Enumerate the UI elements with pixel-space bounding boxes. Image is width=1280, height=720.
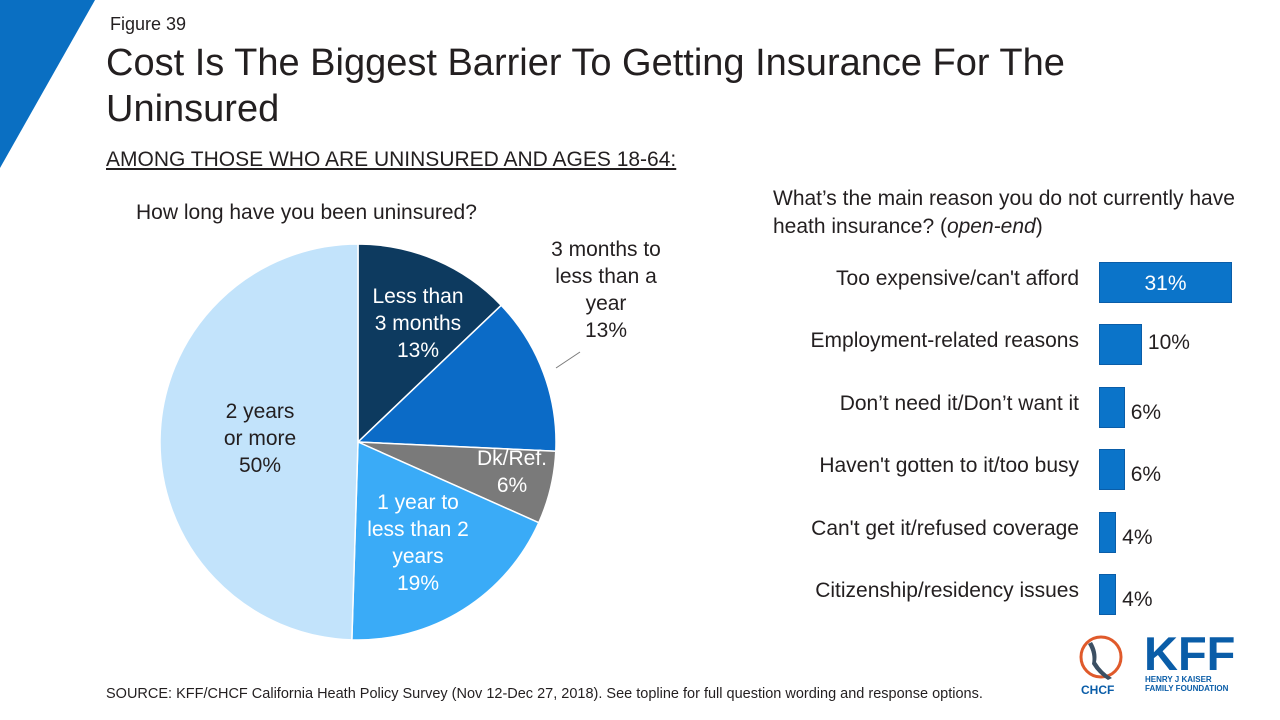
pie-slice-label-3: 1 year to less than 2 years 19% — [367, 491, 469, 595]
bar-chart-title-main: What’s the main reason you do not curren… — [773, 187, 1235, 238]
page-title: Cost Is The Biggest Barrier To Getting I… — [106, 42, 1065, 130]
pie-leader-line — [555, 351, 581, 369]
bar-value-label: 31% — [1144, 272, 1187, 295]
kff-sub-line-2: FAMILY FOUNDATION — [1145, 684, 1229, 693]
bar — [1099, 386, 1125, 428]
bar-value-label: 4% — [1122, 588, 1153, 611]
bar-category-label: Haven't gotten to it/too busy — [819, 454, 1079, 478]
bar-category-label: Citizenship/residency issues — [815, 579, 1079, 602]
source-note: SOURCE: KFF/CHCF California Heath Policy… — [106, 686, 983, 702]
bar-value-label: 6% — [1130, 463, 1162, 487]
pie-chart: Less than 3 months 13% 3 months to less than… — [159, 238, 661, 641]
pie-chart-title: How long have you been uninsured? — [136, 201, 477, 224]
chcf-logo — [1079, 635, 1123, 680]
bar-value-label: 10% — [1147, 331, 1190, 355]
pie-slice-1 — [356, 304, 557, 453]
pie-slice-label-2: Dk/Ref. 6% — [477, 447, 547, 497]
corner-accent — [0, 0, 95, 168]
bar-chart-title-italic: open-end — [946, 215, 1036, 238]
bar-category-label: Don’t need it/Don’t want it — [839, 391, 1079, 415]
pie-slice-label-1: 3 months to less than a year 13% — [551, 238, 661, 342]
pie-slice-3 — [351, 440, 540, 641]
bar-category-label: Too expensive/can't afford — [836, 267, 1079, 290]
bar — [1099, 262, 1232, 303]
bar-category-label: Employment-related reasons — [810, 329, 1079, 353]
kff-sub-line-1: HENRY J KAISER — [1145, 675, 1212, 684]
figure-label: Figure 39 — [110, 14, 187, 34]
pie-slice-4 — [159, 243, 359, 641]
bar-value-label: 6% — [1130, 400, 1162, 424]
bar-chart-title-end: ) — [1035, 215, 1043, 238]
bar-value-label: 4% — [1122, 525, 1153, 549]
kff-logo-text: KFF — [1144, 627, 1236, 680]
bar-category-label: Can't get it/refused coverage — [811, 516, 1079, 540]
subtitle: AMONG THOSE WHO ARE UNINSURED AND AGES 1… — [106, 148, 677, 171]
bar — [1099, 324, 1142, 366]
bar-chart-title: What’s the main reason you do not curren… — [773, 185, 1263, 241]
pie-slice-0 — [357, 243, 503, 444]
bar — [1099, 574, 1117, 615]
kff-logo-subtext: HENRY J KAISER FAMILY FOUNDATION — [1145, 675, 1228, 693]
bar — [1099, 511, 1117, 553]
pie-slice-label-0: Less than 3 months 13% — [372, 285, 463, 362]
chcf-logo-text: CHCF — [1081, 683, 1115, 697]
pie-slice-label-4: 2 years or more 50% — [224, 400, 296, 477]
bar — [1099, 449, 1125, 491]
